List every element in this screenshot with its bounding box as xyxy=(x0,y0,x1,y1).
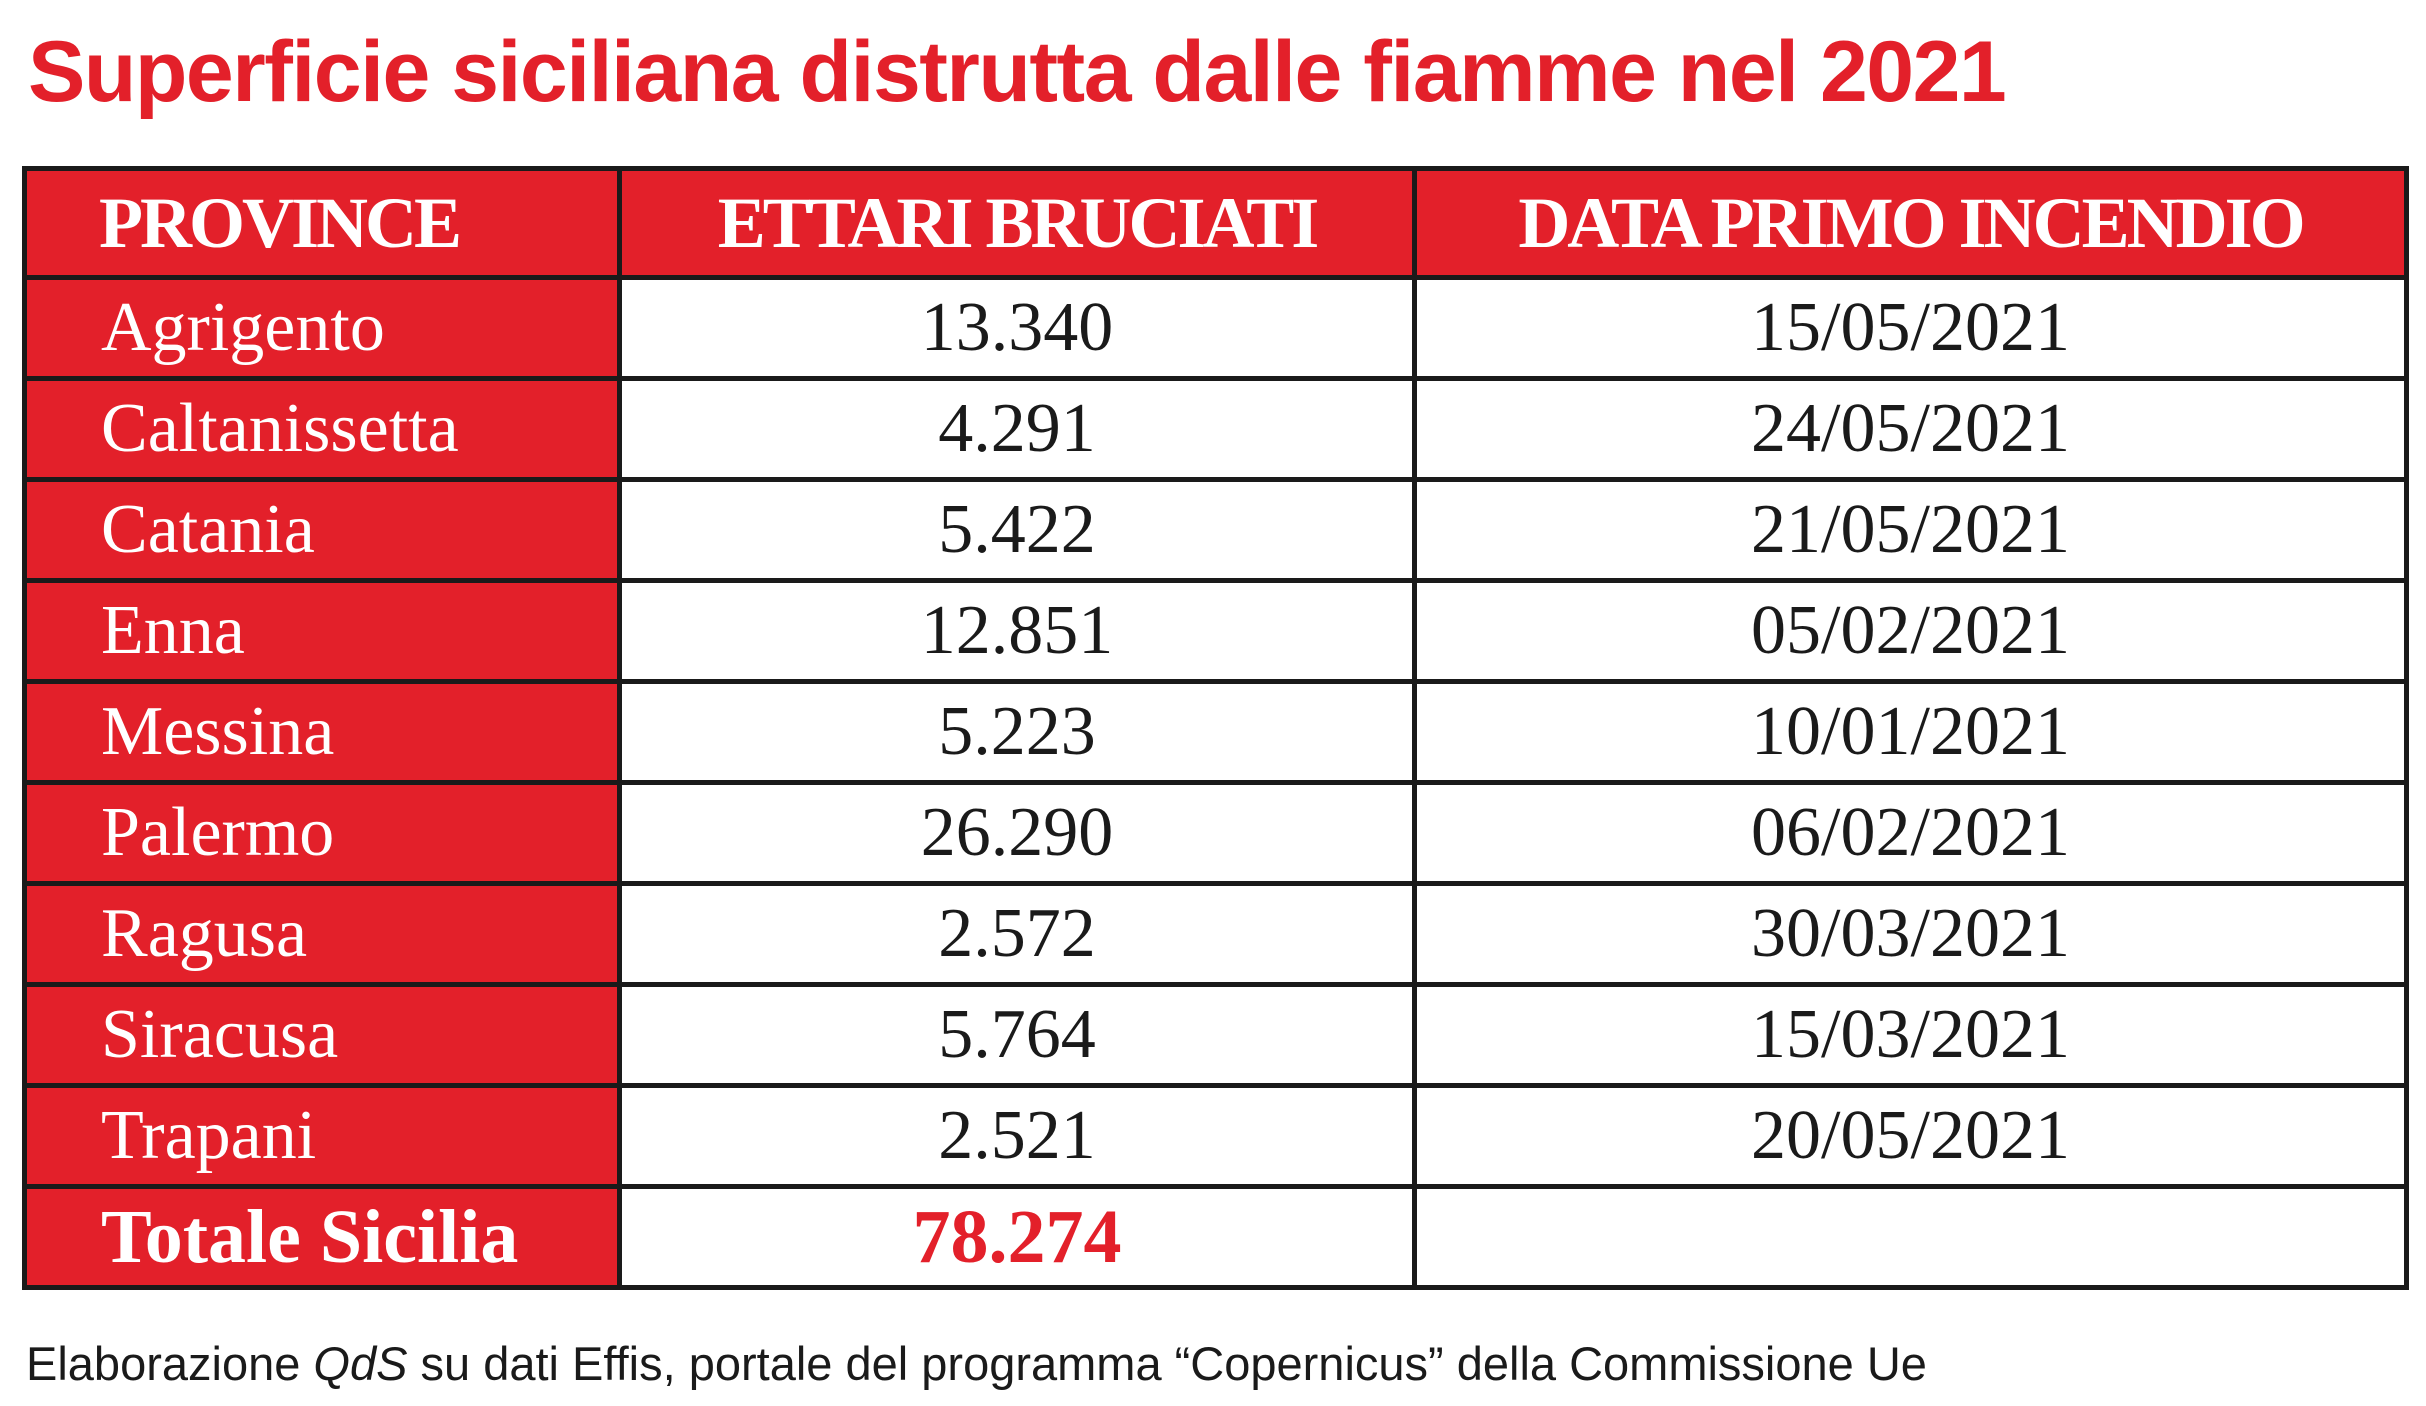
province-cell: Siracusa xyxy=(22,982,622,1088)
province-cell: Ragusa xyxy=(22,881,622,987)
table-row: Messina 5.223 10/01/2021 xyxy=(22,679,2409,785)
province-cell: Caltanissetta xyxy=(22,376,622,482)
table-row: Palermo 26.290 06/02/2021 xyxy=(22,780,2409,886)
province-cell: Enna xyxy=(22,578,622,684)
source-prefix: Elaborazione xyxy=(26,1337,314,1390)
ettari-cell: 13.340 xyxy=(617,275,1417,381)
source-note: Elaborazione QdS su dati Effis, portale … xyxy=(26,1336,1927,1392)
table-row: Agrigento 13.340 15/05/2021 xyxy=(22,275,2409,381)
total-ettari: 78.274 xyxy=(617,1184,1417,1290)
date-cell: 21/05/2021 xyxy=(1412,477,2409,583)
column-header-province: PROVINCE xyxy=(22,166,622,280)
date-cell: 05/02/2021 xyxy=(1412,578,2409,684)
ettari-cell: 12.851 xyxy=(617,578,1417,684)
total-label: Totale Sicilia xyxy=(22,1184,622,1290)
table-row: Ragusa 2.572 30/03/2021 xyxy=(22,881,2409,987)
table-row: Trapani 2.521 20/05/2021 xyxy=(22,1083,2409,1189)
page-title: Superficie siciliana distrutta dalle fia… xyxy=(28,24,2007,120)
total-row: Totale Sicilia 78.274 xyxy=(22,1184,2409,1290)
ettari-cell: 26.290 xyxy=(617,780,1417,886)
source-suffix: su dati Effis, portale del programma “Co… xyxy=(407,1337,1927,1390)
date-cell: 30/03/2021 xyxy=(1412,881,2409,987)
date-cell: 10/01/2021 xyxy=(1412,679,2409,785)
province-cell: Trapani xyxy=(22,1083,622,1189)
source-publication: QdS xyxy=(313,1337,408,1390)
ettari-cell: 4.291 xyxy=(617,376,1417,482)
table-row: Catania 5.422 21/05/2021 xyxy=(22,477,2409,583)
province-cell: Agrigento xyxy=(22,275,622,381)
province-cell: Catania xyxy=(22,477,622,583)
table-row: Caltanissetta 4.291 24/05/2021 xyxy=(22,376,2409,482)
date-cell: 24/05/2021 xyxy=(1412,376,2409,482)
province-cell: Messina xyxy=(22,679,622,785)
ettari-cell: 5.223 xyxy=(617,679,1417,785)
date-cell: 06/02/2021 xyxy=(1412,780,2409,886)
ettari-cell: 5.422 xyxy=(617,477,1417,583)
ettari-cell: 2.521 xyxy=(617,1083,1417,1189)
ettari-cell: 5.764 xyxy=(617,982,1417,1088)
date-cell: 15/05/2021 xyxy=(1412,275,2409,381)
table-row: Siracusa 5.764 15/03/2021 xyxy=(22,982,2409,1088)
total-date-cell xyxy=(1412,1184,2409,1290)
date-cell: 15/03/2021 xyxy=(1412,982,2409,1088)
province-cell: Palermo xyxy=(22,780,622,886)
column-header-data: DATA PRIMO INCENDIO xyxy=(1412,166,2409,280)
table-row: Enna 12.851 05/02/2021 xyxy=(22,578,2409,684)
column-header-ettari: ETTARI BRUCIATI xyxy=(617,166,1417,280)
ettari-cell: 2.572 xyxy=(617,881,1417,987)
table-header-row: PROVINCE ETTARI BRUCIATI DATA PRIMO INCE… xyxy=(22,166,2409,280)
date-cell: 20/05/2021 xyxy=(1412,1083,2409,1189)
fire-data-table: PROVINCE ETTARI BRUCIATI DATA PRIMO INCE… xyxy=(22,166,2409,1290)
